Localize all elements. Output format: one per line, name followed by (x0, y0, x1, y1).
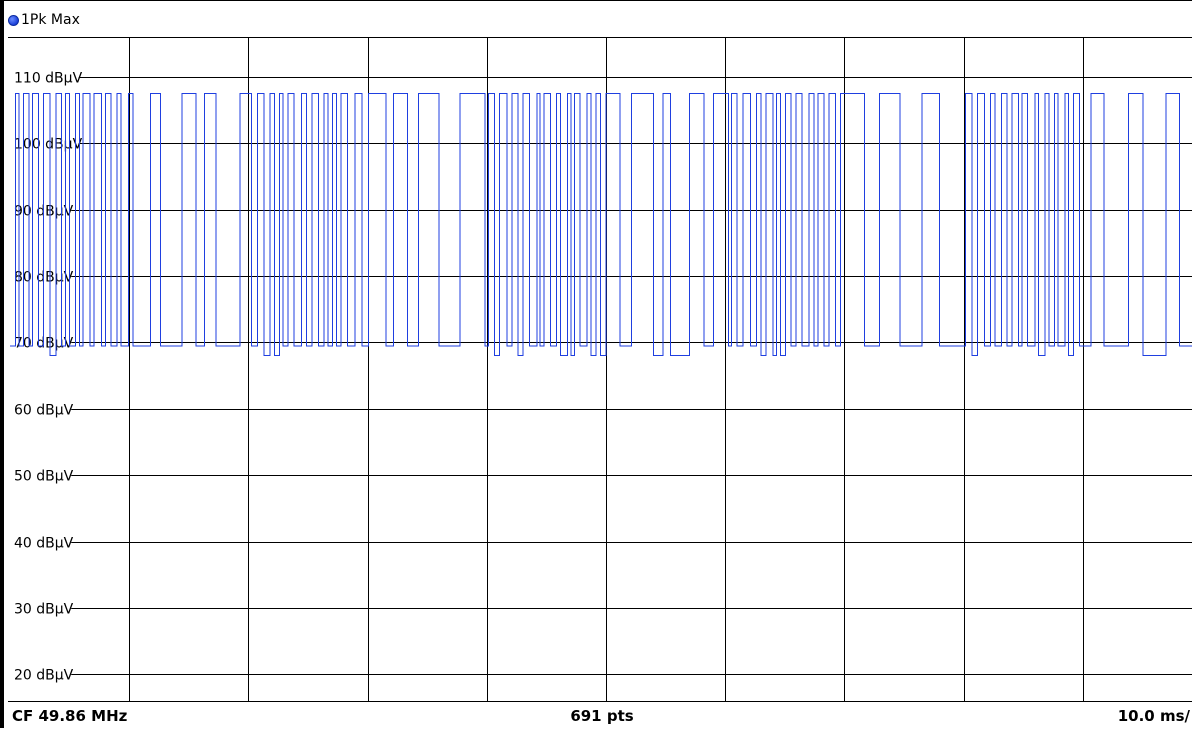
status-footer: CF 49.86 MHz 691 pts 10.0 ms/ (8, 701, 1192, 730)
trace-line-1pk-max (10, 92, 1192, 357)
y-tick-label: 60 dBµV (14, 403, 74, 419)
y-tick-label: 20 dBµV (14, 668, 74, 684)
trace-indicator-icon (8, 14, 19, 26)
horizontal-grid (71, 77, 1192, 675)
time-per-division: 10.0 ms/ (1117, 707, 1190, 725)
vertical-grid (8, 37, 1192, 701)
y-tick-label: 50 dBµV (14, 469, 74, 485)
y-tick-label: 100 dBµV (14, 137, 83, 153)
center-frequency: CF 49.86 MHz (12, 707, 128, 725)
trace-label: 1Pk Max (21, 12, 80, 28)
y-tick-label: 110 dBµV (14, 71, 83, 87)
y-tick-label: 40 dBµV (14, 536, 74, 552)
y-tick-label: 30 dBµV (14, 602, 74, 618)
trace-legend: 1Pk Max (8, 9, 80, 31)
sweep-points: 691 pts (570, 707, 634, 725)
